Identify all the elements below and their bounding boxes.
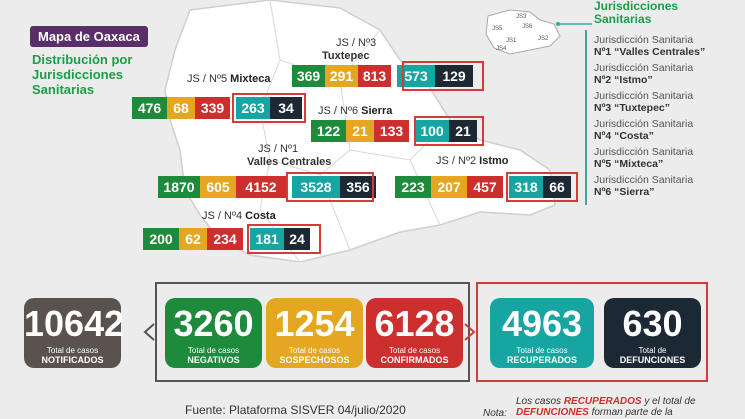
js3-recuperados: 573 — [397, 65, 435, 87]
total-confirmados: 6128 Total de casos CONFIRMADOS — [366, 298, 463, 368]
total-notificados-caption: Total de casos — [46, 346, 99, 355]
legend-item-js5: Jurisdicción Sanitaria Nº5 “Mixteca” — [594, 146, 694, 170]
minimap: JS3 JS5 JS6 JS1 JS2 JS4 — [485, 9, 561, 55]
total-sospechosos-caption: Total de casos — [288, 346, 341, 355]
js2-label: JS / Nº2 Istmo — [436, 155, 509, 167]
js2-recuperados: 318 — [509, 176, 543, 198]
minimap-js6: JS6 — [522, 24, 533, 30]
legend-title: Jurisdicciones Sanitarias — [594, 0, 679, 26]
legend-item-js4: Jurisdicción Sanitaria Nº4 “Costa” — [594, 118, 694, 142]
js6-sospechosos: 21 — [346, 120, 374, 142]
js5-outline — [232, 93, 306, 123]
legend-item-js3: Jurisdicción Sanitaria Nº3 “Tuxtepec” — [594, 90, 694, 114]
js4-recuperados: 181 — [250, 228, 284, 250]
js3-name: Tuxtepec — [322, 50, 370, 62]
total-confirmados-value: 6128 — [374, 303, 455, 344]
js3-outline — [402, 61, 484, 91]
js3-label: JS / Nº3 — [336, 37, 377, 49]
js1-row: 1870 605 4152 3528 356 — [158, 176, 376, 198]
legend-item-js2: Jurisdicción Sanitaria Nº2 “Istmo” — [594, 62, 694, 86]
js5-label: JS / Nº5 Mixteca — [187, 73, 271, 85]
js6-label: JS / Nº6 Sierra — [318, 105, 393, 117]
total-recuperados-label: RECUPERADOS — [506, 355, 577, 365]
js1-name: Valles Centrales — [247, 156, 332, 168]
total-recuperados: 4963 Total de casos RECUPERADOS — [490, 298, 594, 368]
legend-item-js1: Jurisdicción Sanitaria Nº1 “Valles Centra… — [594, 34, 706, 58]
js4-confirmados: 234 — [207, 228, 243, 250]
js3-negativos: 369 — [292, 65, 325, 87]
js4-row: 200 62 234 181 24 — [143, 228, 310, 250]
js5-sospechosos: 68 — [167, 97, 195, 119]
js6-outline — [414, 116, 484, 146]
js6-row: 122 21 133 100 21 — [311, 120, 477, 142]
totals-group-box — [155, 282, 470, 382]
js4-negativos: 200 — [143, 228, 179, 250]
js1-label: JS / Nº1 — [258, 143, 299, 155]
js2-defunciones: 66 — [543, 176, 571, 198]
js2-row: 223 207 457 318 66 — [395, 176, 571, 198]
js5-defunciones: 34 — [270, 97, 302, 119]
total-notificados-value: 10642 — [24, 303, 125, 344]
js4-label: JS / Nº4 Costa — [202, 210, 276, 222]
total-defunciones-value: 630 — [622, 303, 683, 344]
total-negativos-value: 3260 — [173, 303, 254, 344]
total-sospechosos-label: SOSPECHOSOS — [279, 355, 350, 365]
page-title: Mapa de Oaxaca — [30, 26, 148, 47]
total-confirmados-caption: Total de casos — [388, 346, 441, 355]
js2-negativos: 223 — [395, 176, 431, 198]
js3-confirmados: 813 — [358, 65, 391, 87]
total-defunciones-caption: Total de — [638, 346, 667, 355]
js1-confirmados: 4152 — [236, 176, 286, 198]
js2-sospechosos: 207 — [431, 176, 467, 198]
minimap-js3: JS3 — [516, 14, 527, 20]
total-recuperados-caption: Total de casos — [516, 346, 568, 355]
js4-sospechosos: 62 — [179, 228, 207, 250]
arrow-icon — [464, 323, 476, 341]
total-confirmados-label: CONFIRMADOS — [380, 355, 449, 365]
js4-defunciones: 24 — [284, 228, 310, 250]
js5-negativos: 476 — [132, 97, 167, 119]
js1-negativos: 1870 — [158, 176, 200, 198]
js4-outline — [247, 224, 321, 254]
minimap-js2: JS2 — [538, 36, 549, 42]
nota-text: Los casos RECUPERADOS y el total de DEFU… — [516, 396, 696, 418]
total-defunciones-label: DEFUNCIONES — [619, 355, 686, 365]
js3-row: 369 291 813 573 129 — [292, 65, 473, 87]
source-text: Fuente: Plataforma SISVER 04/julio/2020 — [185, 403, 406, 417]
total-defunciones: 630 Total de DEFUNCIONES — [604, 298, 701, 368]
total-notificados-label: NOTIFICADOS — [41, 355, 104, 365]
nota-label: Nota: — [483, 408, 507, 419]
total-negativos-label: NEGATIVOS — [187, 355, 240, 365]
total-recuperados-value: 4963 — [501, 303, 583, 344]
js6-defunciones: 21 — [449, 120, 477, 142]
total-sospechosos-value: 1254 — [274, 303, 355, 344]
js6-negativos: 122 — [311, 120, 346, 142]
minimap-js5: JS5 — [492, 26, 503, 32]
js3-sospechosos: 291 — [325, 65, 358, 87]
js1-outline — [286, 172, 374, 202]
minimap-js1: JS1 — [506, 38, 517, 44]
js5-row: 476 68 339 263 34 — [132, 97, 302, 119]
page-subtitle: Distribución por Jurisdicciones Sanitari… — [32, 52, 133, 97]
js6-recuperados: 100 — [415, 120, 449, 142]
js2-outline — [506, 172, 578, 202]
js1-defunciones: 356 — [340, 176, 376, 198]
js5-recuperados: 263 — [236, 97, 270, 119]
legend-bar — [585, 30, 587, 205]
total-negativos: 3260 Total de casos NEGATIVOS — [165, 298, 262, 368]
arrow-icon — [143, 323, 155, 341]
legend-item-js6: Jurisdicción Sanitaria Nº6 “Sierra” — [594, 174, 694, 198]
outcomes-group-box — [476, 282, 708, 382]
js1-recuperados: 3528 — [292, 176, 340, 198]
js2-confirmados: 457 — [467, 176, 503, 198]
js5-confirmados: 339 — [195, 97, 230, 119]
total-negativos-caption: Total de casos — [187, 346, 240, 355]
js1-sospechosos: 605 — [200, 176, 236, 198]
total-sospechosos: 1254 Total de casos SOSPECHOSOS — [266, 298, 363, 368]
js6-confirmados: 133 — [374, 120, 409, 142]
legend-connector — [556, 22, 592, 26]
total-notificados: 10642 Total de casos NOTIFICADOS — [24, 298, 125, 368]
js3-defunciones: 129 — [435, 65, 473, 87]
minimap-js4: JS4 — [496, 46, 507, 52]
